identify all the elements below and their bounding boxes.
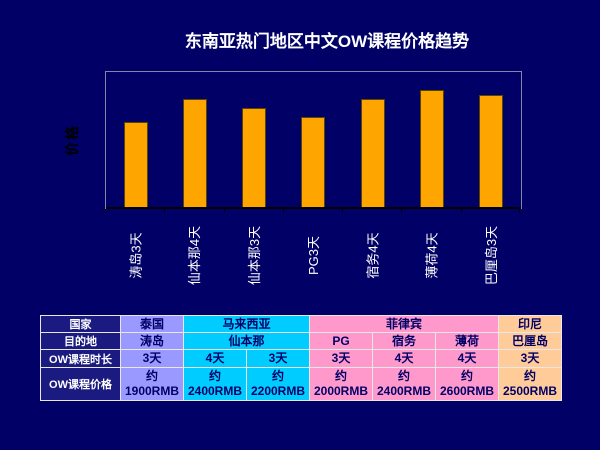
- x-axis-tick-label: 巴厘岛3天: [483, 225, 499, 285]
- axis-tick: [282, 209, 284, 213]
- duration-cell: 3天: [120, 349, 184, 368]
- country-indonesia: 印尼: [498, 315, 562, 333]
- axis-tick: [164, 209, 166, 213]
- price-bar: [242, 108, 267, 208]
- price-cell: 约 2000RMB: [309, 367, 373, 401]
- price-amount: 2000RMB: [313, 384, 369, 398]
- price-amount: 2200RMB: [250, 384, 306, 398]
- price-amount: 2500RMB: [502, 384, 558, 398]
- price-approx: 约: [208, 369, 221, 383]
- price-approx: 约: [334, 369, 347, 383]
- axis-tick: [105, 209, 106, 213]
- destination-pg: PG: [309, 332, 373, 350]
- table-row-destination: 目的地 涛岛 仙本那 PG 宿务 薄荷 巴厘岛: [40, 332, 562, 350]
- duration-cell: 3天: [498, 349, 562, 368]
- chart-title: 东南亚热门地区中文OW课程价格趋势: [184, 32, 470, 51]
- bar-slot: [343, 72, 402, 208]
- x-label-slot: 巴厘岛3天: [461, 212, 520, 298]
- x-label-slot: 仙本那3天: [224, 212, 283, 298]
- price-bar: [123, 121, 148, 208]
- x-axis-tick-label: 宿务4天: [365, 231, 381, 279]
- duration-cell: 4天: [183, 349, 247, 368]
- destination-koh-tao: 涛岛: [120, 332, 184, 350]
- x-axis-line: [106, 207, 521, 209]
- duration-cell: 4天: [372, 349, 436, 368]
- x-label-slot: 涛岛3天: [105, 212, 164, 298]
- price-amount: 2400RMB: [376, 384, 432, 398]
- x-axis-tick-label: 仙本那3天: [246, 225, 262, 285]
- duration-cell: 4天: [435, 349, 499, 368]
- price-approx: 约: [397, 369, 410, 383]
- price-bar: [360, 99, 385, 208]
- price-cell: 约 2500RMB: [498, 367, 562, 401]
- price-cell: 约 2200RMB: [246, 367, 310, 401]
- destination-bali: 巴厘岛: [498, 332, 562, 350]
- y-axis-label-box: 价格: [46, 103, 98, 177]
- price-approx: 约: [271, 369, 284, 383]
- x-axis-ticks: [105, 209, 520, 214]
- axis-tick: [401, 209, 403, 213]
- x-axis-tick-label: 仙本那4天: [187, 225, 203, 285]
- table-row-price: OW课程价格 约 1900RMB 约 2400RMB 约 2200RMB 约 2000R…: [40, 367, 562, 401]
- price-amount: 2600RMB: [439, 384, 495, 398]
- row-header-destination: 目的地: [40, 332, 121, 350]
- plot-area: [105, 71, 522, 209]
- price-cell: 约 2400RMB: [183, 367, 247, 401]
- y-axis-label: 价格: [64, 124, 80, 156]
- row-header-price: OW课程价格: [40, 367, 121, 401]
- table-row-country: 国家 泰国 马来西亚 菲律宾 印尼: [40, 315, 562, 333]
- price-cell: 约 2400RMB: [372, 367, 436, 401]
- destination-bohol: 薄荷: [435, 332, 499, 350]
- price-bar: [420, 90, 445, 208]
- row-header-country: 国家: [40, 315, 121, 333]
- x-label-slot: 薄荷4天: [401, 212, 460, 298]
- x-axis-tick-label: 涛岛3天: [128, 231, 144, 279]
- x-axis-labels: 涛岛3天 仙本那4天 仙本那3天 PG3天 宿务4天 薄荷4天 巴厘岛3天: [105, 212, 520, 298]
- price-table: 国家 泰国 马来西亚 菲律宾 印尼 目的地 涛岛 仙本那 PG 宿务 薄荷 巴厘…: [40, 315, 562, 401]
- price-approx: 约: [460, 369, 473, 383]
- axis-tick: [460, 209, 462, 213]
- price-bar: [479, 94, 504, 208]
- duration-cell: 3天: [309, 349, 373, 368]
- x-label-slot: PG3天: [283, 212, 342, 298]
- axis-tick: [519, 209, 520, 213]
- country-philippines: 菲律宾: [309, 315, 499, 333]
- axis-tick: [223, 209, 225, 213]
- destination-semporna: 仙本那: [183, 332, 310, 350]
- price-bar: [301, 117, 326, 208]
- country-malaysia: 马来西亚: [183, 315, 310, 333]
- bar-slot: [106, 72, 165, 208]
- row-header-duration: OW课程时长: [40, 349, 121, 368]
- price-amount: 1900RMB: [124, 384, 180, 398]
- x-axis-tick-label: 薄荷4天: [424, 231, 440, 279]
- destination-cebu: 宿务: [372, 332, 436, 350]
- table-row-duration: OW课程时长 3天 4天 3天 3天 4天 4天 3天: [40, 349, 562, 368]
- bar-slot: [225, 72, 284, 208]
- bar-series: [106, 72, 521, 208]
- price-amount: 2400RMB: [187, 384, 243, 398]
- x-axis-tick-label: PG3天: [305, 235, 321, 275]
- price-approx: 约: [145, 369, 158, 383]
- x-label-slot: 仙本那4天: [164, 212, 223, 298]
- price-bar: [182, 99, 207, 208]
- bar-slot: [165, 72, 224, 208]
- x-label-slot: 宿务4天: [342, 212, 401, 298]
- duration-cell: 3天: [246, 349, 310, 368]
- bar-slot: [284, 72, 343, 208]
- price-cell: 约 1900RMB: [120, 367, 184, 401]
- price-cell: 约 2600RMB: [435, 367, 499, 401]
- bar-slot: [462, 72, 521, 208]
- axis-tick: [342, 209, 344, 213]
- price-approx: 约: [523, 369, 536, 383]
- country-thailand: 泰国: [120, 315, 184, 333]
- bar-slot: [402, 72, 461, 208]
